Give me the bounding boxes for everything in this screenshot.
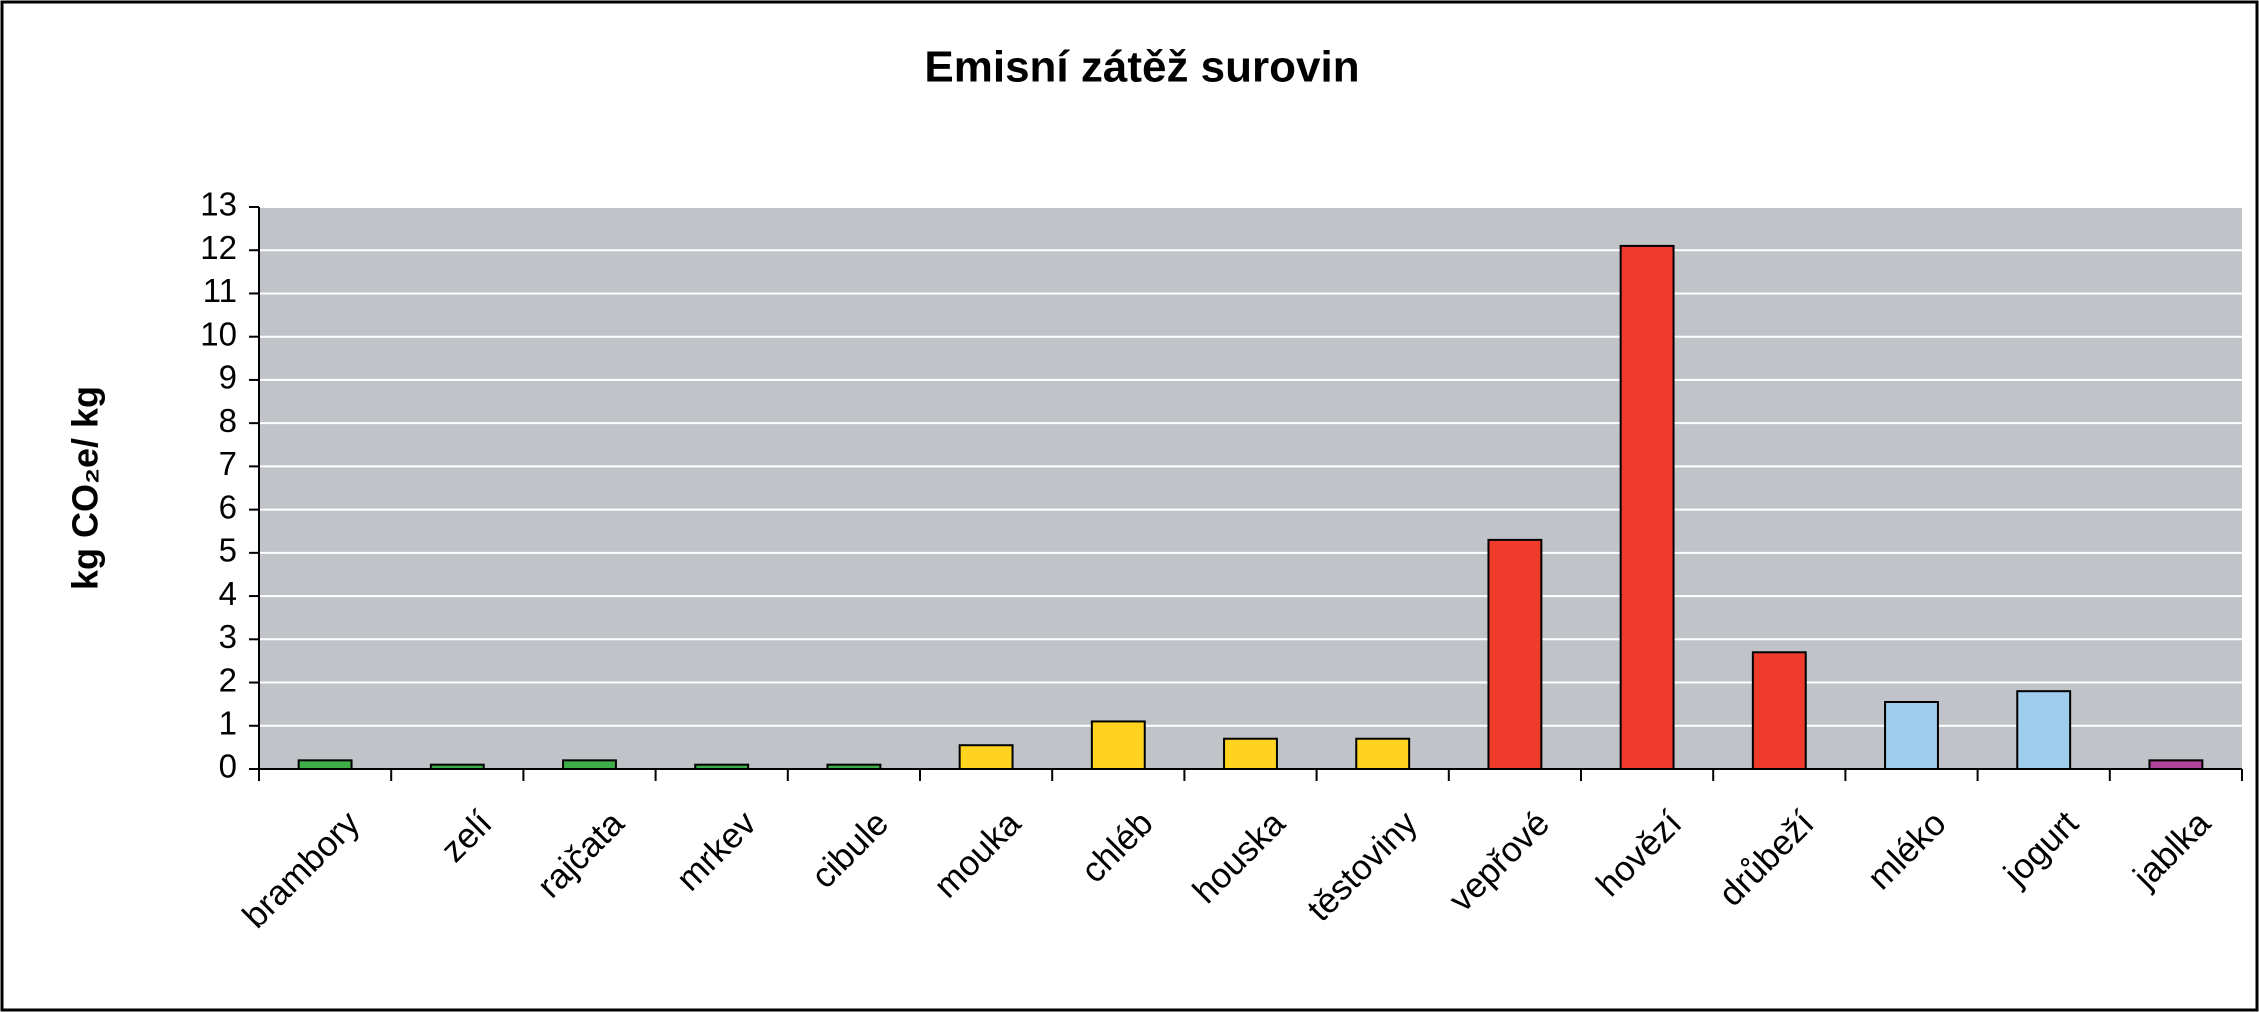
bar [562, 759, 617, 770]
bar [1090, 720, 1146, 771]
bar [1355, 737, 1411, 771]
bar [2148, 759, 2204, 770]
bar [2016, 690, 2072, 771]
bar [429, 763, 485, 771]
bar [297, 759, 353, 770]
y-tick-label: 7 [219, 445, 237, 482]
y-tick-label: 9 [219, 359, 237, 396]
bar [826, 763, 882, 771]
chart-title: Emisní zátěž surovin [924, 43, 1359, 92]
bar [694, 763, 750, 771]
y-tick-label: 11 [203, 272, 237, 309]
plot-area [259, 207, 2242, 769]
y-tick-label: 12 [200, 229, 237, 266]
y-tick-label: 5 [219, 532, 237, 569]
bar [958, 744, 1014, 771]
y-tick-label: 1 [219, 704, 237, 741]
y-tick-label: 0 [219, 748, 237, 785]
bar [1751, 651, 1807, 770]
y-axis-label: kg CO₂e/ kg [65, 386, 106, 590]
bar [1223, 737, 1278, 771]
bar [1884, 700, 1939, 770]
y-tick-label: 2 [219, 661, 237, 698]
y-tick-label: 4 [219, 575, 237, 612]
y-tick-label: 10 [200, 315, 237, 352]
y-tick-label: 8 [219, 402, 237, 439]
bar [1619, 244, 1675, 770]
y-tick-label: 13 [200, 186, 237, 223]
bar [1487, 538, 1543, 771]
y-tick-label: 3 [219, 618, 237, 655]
y-tick-label: 6 [219, 488, 237, 525]
